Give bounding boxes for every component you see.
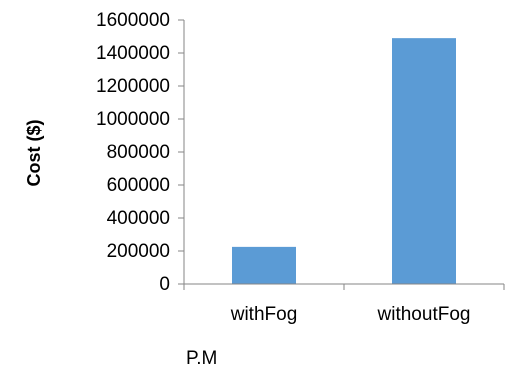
bars [232,38,456,285]
bar-withFog [232,246,296,284]
y-axis-ticks: 0 200000 400000 600000 800000 1000000 1200000 1… [96,10,184,295]
y-axis-label: Cost ($) [24,119,44,186]
x-tick-label: withFog [230,304,298,325]
y-tick-label: 1200000 [96,76,170,97]
x-tick-label: withoutFog [377,304,471,325]
y-tick-label: 0 [159,274,170,295]
y-tick-label: 1600000 [96,10,170,31]
y-tick-label: 1000000 [96,109,170,130]
y-tick-label: 600000 [107,175,170,196]
y-tick-label: 800000 [107,142,170,163]
x-axis-label: P.M [186,348,217,369]
y-tick-label: 400000 [107,208,170,229]
y-tick-label: 1400000 [96,43,170,64]
bar-withoutFog [392,38,456,285]
y-tick-label: 200000 [107,241,170,262]
x-axis-ticks: withFog withoutFog [183,284,505,325]
